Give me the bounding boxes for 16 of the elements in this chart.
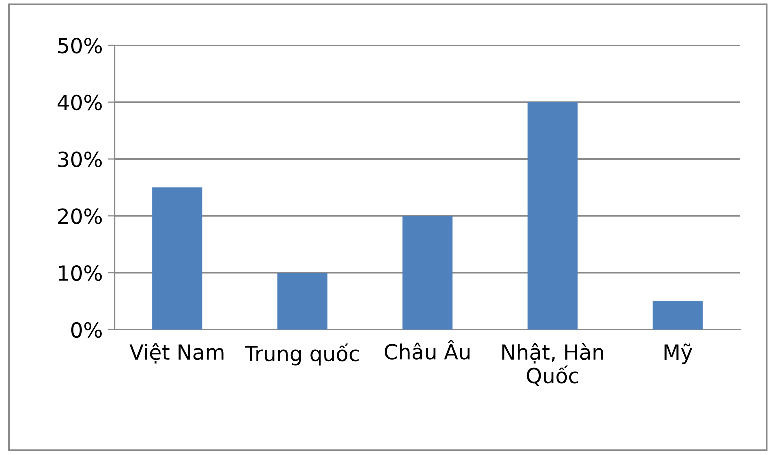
x-tick-label: Châu Âu xyxy=(385,340,470,360)
y-tick-label: 50% xyxy=(58,38,102,54)
y-tick-label: 40% xyxy=(58,94,102,111)
bar xyxy=(402,216,453,330)
bar xyxy=(152,188,203,330)
x-tick-label: Mỹ xyxy=(664,344,692,364)
y-tick-label: 10% xyxy=(59,265,102,282)
bar xyxy=(278,273,328,330)
x-tick-label: Việt Nam xyxy=(130,343,224,364)
bar xyxy=(528,102,578,330)
bar xyxy=(652,301,703,330)
x-tick-label: Nhật, Hàn Quốc xyxy=(502,343,604,386)
y-tick-label: 20% xyxy=(58,208,102,224)
x-tick-label: Trung quốc xyxy=(245,344,359,366)
y-tick-label: 30% xyxy=(58,152,102,168)
y-tick-label: 0% xyxy=(72,322,102,338)
